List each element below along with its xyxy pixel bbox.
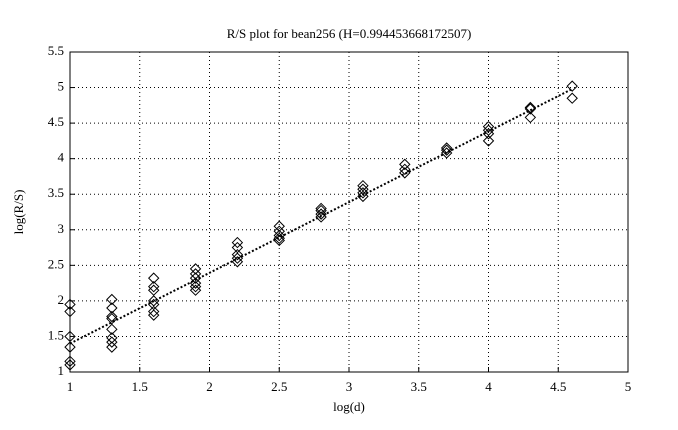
- point: [106, 341, 118, 353]
- point: [106, 332, 118, 344]
- chart-title: R/S plot for bean256 (H=0.99445366817250…: [227, 26, 472, 41]
- x-tick-label: 3.5: [411, 379, 427, 394]
- x-tick-label: 3: [346, 379, 353, 394]
- y-tick-label: 2: [58, 292, 65, 307]
- point: [566, 92, 578, 104]
- y-tick-label: 5: [58, 79, 65, 94]
- point: [273, 229, 285, 242]
- point: [482, 135, 495, 147]
- x-tick-label: 1: [67, 379, 74, 394]
- point: [189, 280, 202, 293]
- y-tick-label: 1.5: [48, 327, 64, 342]
- y-tick-label: 3: [58, 221, 65, 236]
- point: [273, 234, 285, 247]
- point: [189, 272, 202, 284]
- x-tick-label: 2: [206, 379, 213, 394]
- y-tick-label: 1: [58, 363, 65, 378]
- x-axis-label: log(d): [333, 399, 365, 414]
- point: [357, 190, 369, 203]
- point: [189, 284, 202, 296]
- point: [106, 310, 118, 323]
- point: [231, 236, 244, 249]
- point: [399, 167, 411, 179]
- point: [399, 158, 411, 171]
- point: [64, 359, 76, 371]
- y-tick-label: 4.5: [48, 114, 64, 129]
- point: [64, 341, 76, 353]
- point: [189, 263, 202, 275]
- point: [147, 305, 160, 318]
- y-tick-label: 4: [58, 150, 65, 165]
- point: [231, 248, 244, 261]
- point: [64, 305, 76, 318]
- x-tick-label: 4.5: [550, 379, 566, 394]
- point: [273, 225, 285, 237]
- y-tick-label: 3.5: [48, 185, 64, 200]
- fit-line: [69, 88, 573, 345]
- point: [357, 187, 369, 199]
- x-tick-label: 5: [625, 379, 632, 394]
- point: [147, 280, 160, 293]
- point: [106, 323, 118, 336]
- point: [273, 220, 285, 232]
- point: [566, 80, 578, 92]
- point: [440, 144, 453, 156]
- point: [524, 103, 537, 115]
- x-tick-label: 4: [485, 379, 492, 394]
- x-tick-label: 1.5: [132, 379, 148, 394]
- plot-frame: [69, 51, 629, 373]
- point: [64, 355, 76, 368]
- point: [399, 163, 411, 176]
- point: [106, 293, 118, 306]
- point: [147, 272, 160, 284]
- point: [315, 202, 327, 215]
- point: [315, 208, 327, 220]
- y-tick-label: 2.5: [48, 256, 64, 271]
- y-tick-label: 5.5: [48, 43, 64, 58]
- x-tick-label: 2.5: [271, 379, 287, 394]
- point: [64, 298, 76, 311]
- point: [440, 142, 453, 154]
- y-axis-label: log(R/S): [11, 190, 26, 235]
- point: [231, 252, 244, 264]
- point: [524, 111, 537, 124]
- point: [147, 309, 160, 321]
- point: [106, 336, 118, 348]
